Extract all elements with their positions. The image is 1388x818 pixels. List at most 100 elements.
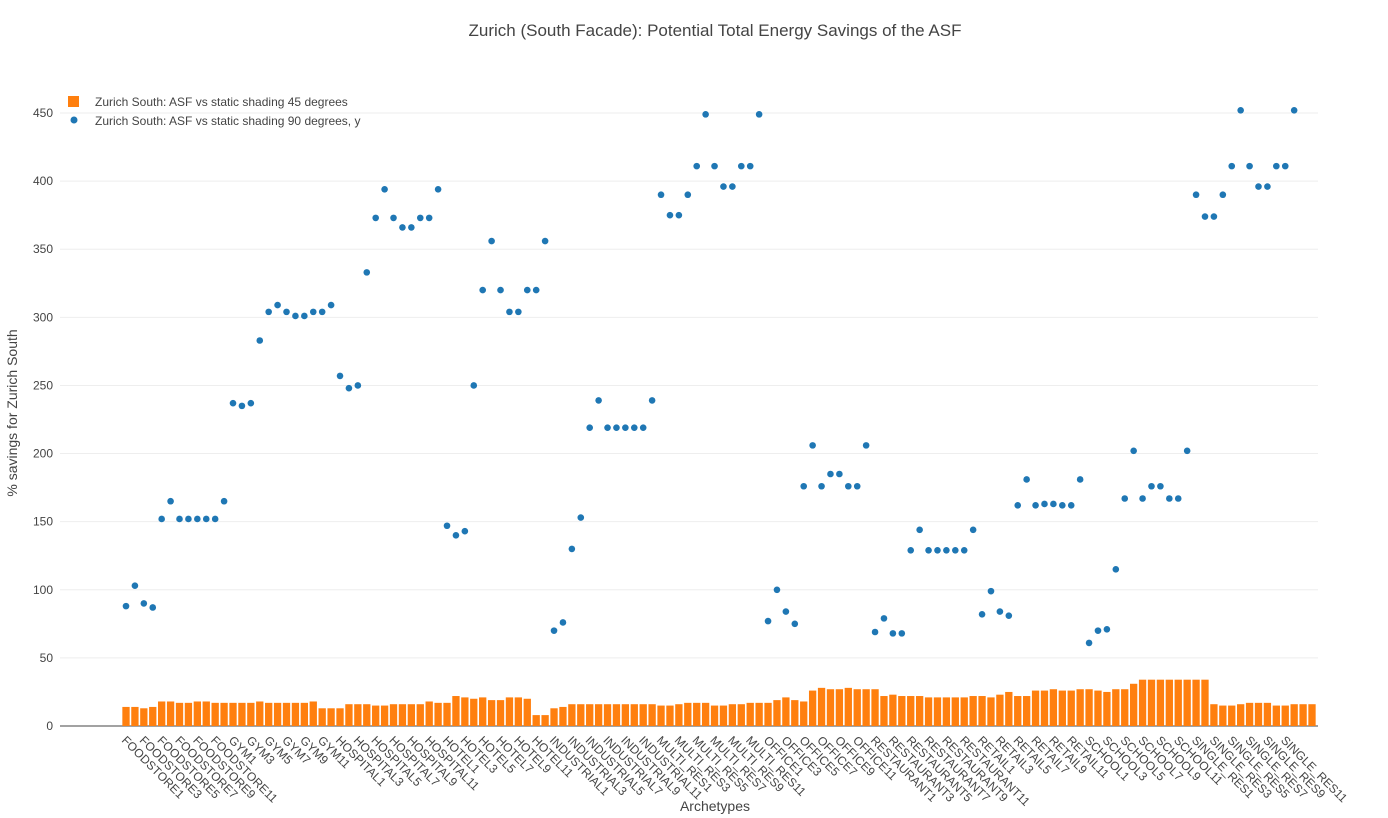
scatter-point	[934, 546, 941, 554]
scatter-point	[1290, 106, 1298, 114]
legend-label-scatter: Zurich South: ASF vs static shading 90 d…	[95, 114, 360, 128]
bar	[782, 697, 790, 726]
bar	[1174, 679, 1182, 726]
scatter-point	[604, 424, 611, 431]
bar	[568, 704, 576, 726]
scatter-point	[880, 615, 888, 622]
bar	[496, 700, 505, 726]
scatter-point	[1014, 502, 1022, 509]
bar	[166, 701, 175, 726]
scatter-point	[1103, 625, 1111, 633]
bar	[238, 702, 246, 726]
scatter-point	[354, 382, 362, 389]
scatter-point	[318, 308, 326, 316]
bar	[523, 698, 531, 726]
bar	[1165, 679, 1173, 726]
bar	[550, 708, 558, 726]
scatter-point	[1130, 447, 1137, 455]
scatter-point	[862, 442, 870, 449]
scatter-point	[1174, 495, 1182, 502]
bar	[1299, 704, 1307, 726]
bar	[889, 694, 897, 726]
bar	[1183, 679, 1191, 726]
scatter-point	[702, 111, 709, 118]
scatter-point	[488, 237, 495, 245]
bar	[398, 704, 407, 726]
bar	[755, 702, 763, 726]
bar	[835, 689, 844, 726]
legend[interactable]: Zurich South: ASF vs static shading 45 d…	[68, 95, 360, 128]
scatter-point	[1059, 502, 1066, 509]
bar	[1228, 705, 1236, 726]
scatter-point	[425, 214, 433, 222]
bar	[1040, 690, 1049, 726]
bar	[630, 704, 638, 726]
bar	[844, 687, 852, 726]
bar	[541, 715, 549, 726]
bar	[1201, 679, 1209, 726]
scatter-point	[764, 617, 772, 625]
bar	[282, 702, 291, 726]
bar	[193, 701, 201, 726]
bar	[737, 704, 745, 726]
scatter-point	[1201, 213, 1209, 220]
scatter-point	[845, 482, 852, 490]
scatter-point	[559, 619, 567, 626]
bar	[345, 704, 353, 726]
scatter-point	[408, 224, 415, 231]
scatter-point	[889, 630, 897, 637]
bar	[586, 704, 594, 726]
bar	[1138, 679, 1147, 726]
scatter-point	[1139, 495, 1146, 502]
scatter-point	[1041, 500, 1048, 508]
scatter-point	[256, 337, 264, 344]
bar	[1121, 689, 1129, 726]
bar	[1067, 690, 1075, 726]
scatter-point	[238, 402, 246, 410]
scatter-point	[434, 185, 442, 193]
scatter-point	[1005, 612, 1013, 619]
bar	[131, 706, 139, 726]
bar	[184, 702, 193, 726]
scatter-point	[907, 546, 915, 554]
bar	[1112, 689, 1120, 726]
scatter-point	[737, 162, 745, 170]
scatter-point	[622, 424, 629, 431]
y-tick-label: 200	[33, 447, 53, 461]
scatter-point	[693, 162, 701, 170]
gridlines	[60, 112, 1318, 727]
bar	[951, 697, 959, 726]
scatter-point	[720, 183, 727, 190]
bar	[1005, 691, 1013, 726]
bar	[372, 705, 380, 726]
scatter-point	[1121, 495, 1129, 502]
scatter-point	[301, 312, 308, 320]
y-axis-label: % savings for Zurich South	[4, 329, 20, 496]
bar	[987, 697, 995, 726]
scatter-point	[1076, 476, 1084, 483]
bar	[1272, 705, 1280, 726]
bar	[969, 696, 977, 726]
bar	[202, 701, 210, 726]
scatter-point	[809, 442, 816, 449]
scatter-point	[1183, 447, 1191, 455]
bar	[666, 705, 674, 726]
scatter-point	[657, 191, 665, 199]
bar	[532, 715, 540, 726]
bar	[808, 690, 817, 726]
scatter-point	[952, 546, 959, 554]
bar	[470, 698, 478, 726]
scatter-point	[327, 301, 335, 309]
scatter-point	[1228, 162, 1236, 170]
bar	[648, 704, 656, 726]
scatter-point	[746, 162, 754, 170]
legend-swatch-scatter	[70, 116, 78, 124]
scatter-point	[943, 546, 950, 554]
bar	[675, 704, 683, 726]
bar	[933, 697, 942, 726]
bar	[791, 700, 799, 726]
bar	[1031, 690, 1040, 726]
bar	[514, 697, 523, 726]
y-tick-label: 250	[33, 378, 53, 392]
